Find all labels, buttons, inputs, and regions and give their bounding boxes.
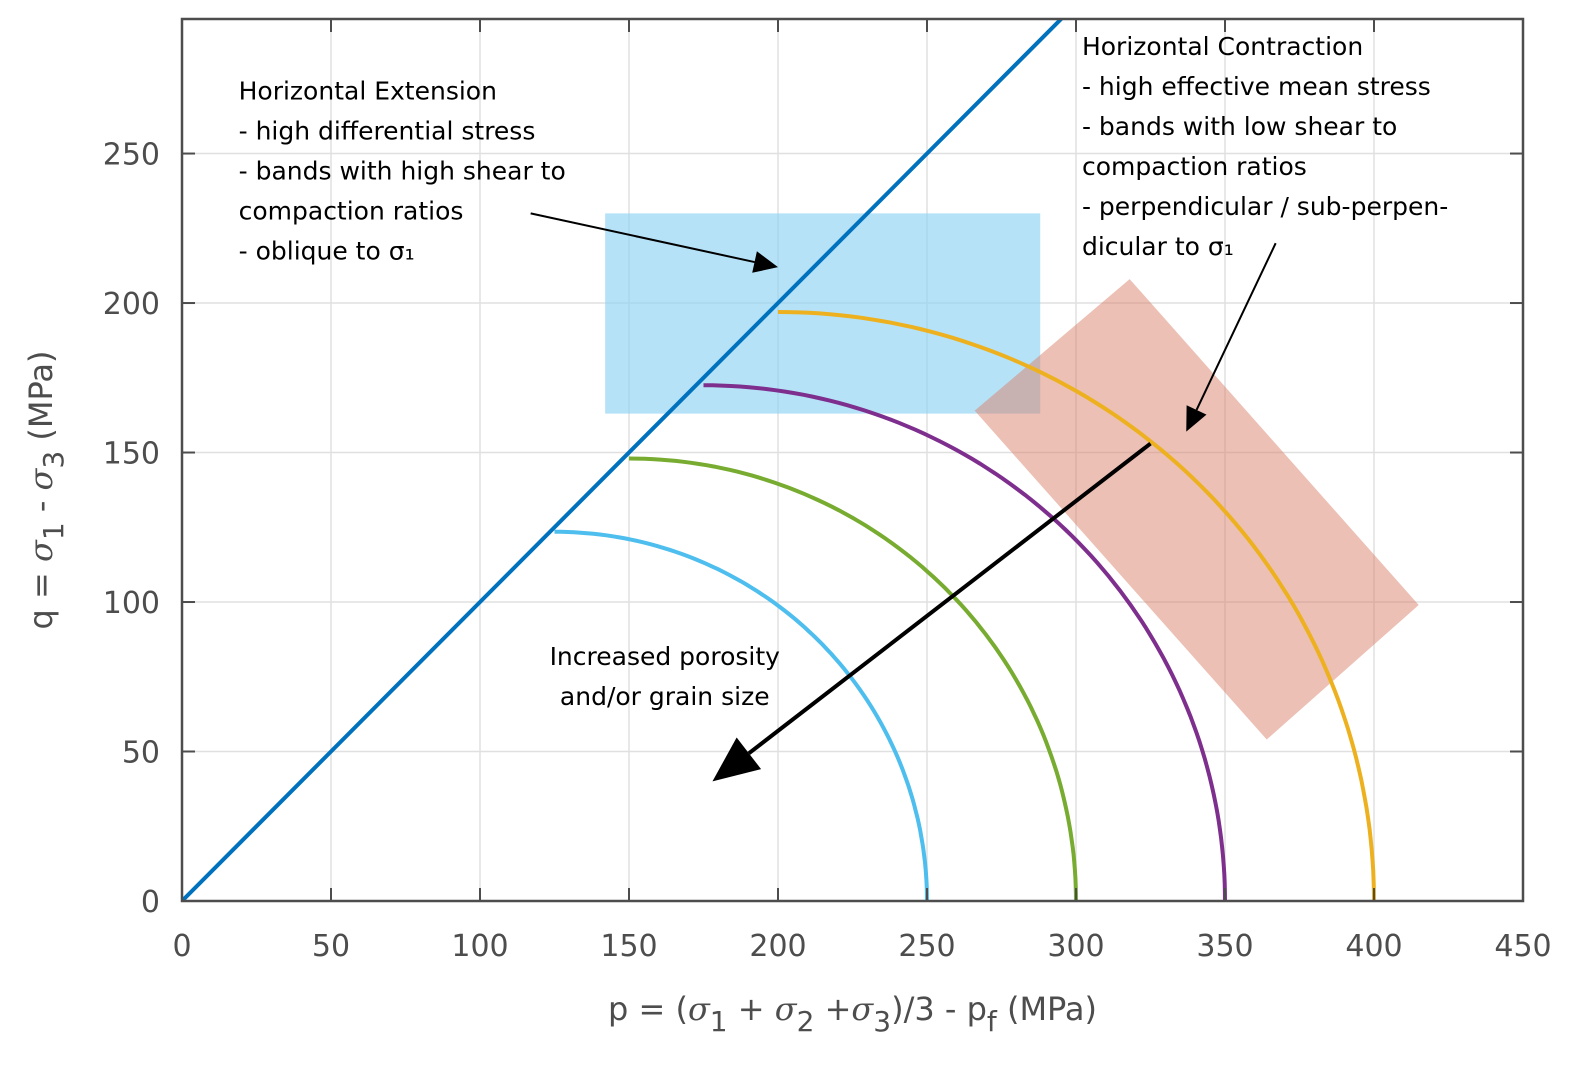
label-text: p = (	[608, 990, 688, 1028]
grid	[182, 19, 1523, 901]
arrows	[530, 212, 1277, 782]
subscript: 1	[710, 1005, 728, 1038]
annotation-line: Increased porosity	[550, 642, 781, 671]
x-tick-label: 400	[1345, 929, 1402, 964]
cap-400	[777, 310, 1376, 901]
label-text: -	[22, 490, 60, 522]
subscript: 2	[797, 1005, 815, 1038]
y-tick-label: 200	[103, 287, 160, 322]
cap-350	[703, 383, 1227, 901]
annotation-line: - high effective mean stress	[1082, 72, 1431, 101]
arrowhead-icon	[712, 737, 762, 782]
arrowhead-icon	[752, 251, 778, 273]
annotation-line: dicular to σ₁	[1082, 232, 1234, 261]
tick-labels: 0 50 100 150 200 250 300 350 400 450 0 50 100 150 200 2…	[103, 138, 1552, 964]
cap-250	[554, 529, 929, 901]
cap-300	[628, 456, 1078, 901]
arrow-shaft	[1195, 242, 1277, 411]
annotation-line: - high differential stress	[239, 117, 536, 146]
label-text: +	[728, 990, 775, 1028]
subscript: f	[987, 1005, 998, 1038]
y-tick-label: 0	[141, 885, 160, 920]
x-tick-label: 450	[1494, 929, 1551, 964]
x-tick-label: 350	[1196, 929, 1253, 964]
arrow-shaft	[530, 212, 755, 264]
label-text: +	[814, 990, 851, 1028]
label-text: )/3 - p	[891, 990, 987, 1028]
extension-pointer-arrow	[530, 212, 778, 273]
horizontal-contraction-note: Horizontal Contraction - high effective m…	[1082, 32, 1448, 261]
annotation-line: compaction ratios	[239, 197, 464, 226]
annotation-line: Horizontal Contraction	[1082, 32, 1363, 61]
series	[182, 19, 1376, 901]
x-axis-label: p = (σ1 + σ2 +σ3)/3 - pf (MPa)	[608, 990, 1097, 1038]
porosity-trend-arrow	[712, 441, 1152, 782]
subscript: 1	[37, 522, 70, 540]
horizontal-extension-note: Horizontal Extension - high differential …	[239, 77, 566, 266]
arrowhead-icon	[1186, 405, 1207, 432]
sigma-symbol: σ	[22, 467, 60, 490]
arrow-shaft	[747, 441, 1152, 755]
annotations: Horizontal Extension - high differential …	[239, 32, 1449, 711]
annotation-line: - bands with low shear to	[1082, 112, 1397, 141]
x-tick-label: 50	[312, 929, 350, 964]
sigma-symbol: σ	[22, 539, 60, 562]
y-axis-label: q = σ1 - σ3 (MPa)	[22, 351, 70, 630]
contraction-pointer-arrow	[1186, 242, 1277, 432]
y-tick-label: 150	[103, 437, 160, 472]
plot-frame	[180, 17, 1525, 903]
annotation-line: compaction ratios	[1082, 152, 1307, 181]
sigma-symbol: σ	[851, 990, 874, 1028]
sigma-symbol: σ	[775, 990, 798, 1028]
x-tick-label: 250	[898, 929, 955, 964]
y-tick-label: 100	[103, 586, 160, 621]
y-tick-label: 250	[103, 138, 160, 173]
x-tick-label: 0	[172, 929, 191, 964]
label-text: (MPa)	[22, 351, 60, 451]
annotation-line: - bands with high shear to	[239, 157, 566, 186]
label-text: (MPa)	[997, 990, 1097, 1028]
porosity-trend-note: Increased porosity and/or grain size	[550, 642, 781, 711]
x-tick-label: 100	[451, 929, 508, 964]
annotation-line: - perpendicular / sub-perpen-	[1082, 192, 1448, 221]
subscript: 3	[873, 1005, 891, 1038]
y-tick-label: 50	[122, 736, 160, 771]
x-tick-label: 150	[600, 929, 657, 964]
annotation-line: and/or grain size	[560, 682, 770, 711]
label-text: q =	[22, 562, 60, 629]
x-tick-label: 200	[749, 929, 806, 964]
axes	[180, 17, 1525, 903]
annotation-line: - oblique to σ₁	[239, 237, 415, 266]
annotation-line: Horizontal Extension	[239, 77, 497, 106]
critical-state-line	[182, 19, 1064, 901]
x-tick-label: 300	[1047, 929, 1104, 964]
sigma-symbol: σ	[688, 990, 711, 1028]
subscript: 3	[37, 451, 70, 469]
